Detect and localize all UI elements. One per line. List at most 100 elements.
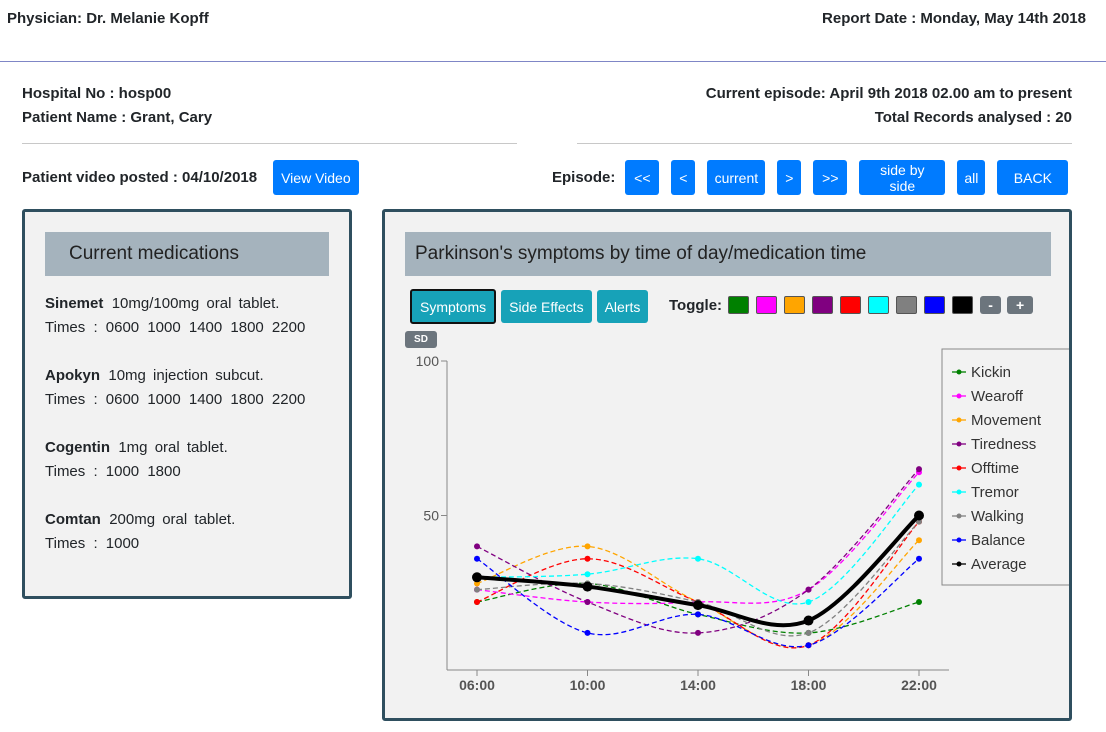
point-tiredness	[695, 629, 701, 636]
point-walking	[474, 586, 480, 593]
medications-panel: Current medications Sinemet 10mg/100mg o…	[22, 209, 352, 599]
total-records: Total Records analysed : 20	[874, 109, 1072, 126]
legend-label: Tremor	[971, 484, 1019, 501]
toggle-swatch-wearoff[interactable]	[756, 296, 778, 314]
medication-item: Cogentin 1mg oral tablet. Times : 1000 1…	[45, 436, 305, 484]
video-posted-label: Patient video posted : 04/10/2018	[22, 169, 258, 186]
toggle-swatch-offtime[interactable]	[840, 296, 862, 314]
medication-desc: 200mg oral tablet.	[109, 511, 236, 528]
series-line-walking	[476, 521, 920, 637]
medication-item: Sinemet 10mg/100mg oral tablet. Times : …	[45, 292, 305, 340]
point-average	[472, 572, 482, 583]
x-tick-label: 10:00	[570, 677, 606, 693]
series-toggle: Toggle: - +	[669, 296, 1039, 314]
point-balance	[474, 555, 480, 562]
x-tick-label: 06:00	[459, 677, 495, 693]
x-tick-label: 18:00	[791, 677, 827, 693]
show-all-button[interactable]: +	[1007, 296, 1034, 314]
point-tremor	[916, 481, 922, 488]
legend-marker	[956, 465, 962, 471]
series-line-tremor	[476, 484, 920, 605]
point-tremor	[584, 571, 591, 578]
toggle-swatch-walking[interactable]	[896, 296, 918, 314]
toggle-swatch-kickin[interactable]	[728, 296, 750, 314]
video-row: Patient video posted : 04/10/2018 View V…	[22, 160, 359, 195]
tab-side-effects[interactable]: Side Effects	[501, 290, 592, 323]
legend-label: Movement	[971, 412, 1042, 429]
symptoms-chart-panel: Parkinson's symptoms by time of day/medi…	[382, 209, 1072, 721]
medication-name: Sinemet	[45, 295, 104, 312]
episode-next-button[interactable]: >	[777, 160, 802, 195]
episode-prev-button[interactable]: <	[671, 160, 696, 195]
toggle-swatch-movement[interactable]	[784, 296, 806, 314]
hospital-number: Hospital No : hosp00	[22, 85, 172, 102]
point-movement	[584, 543, 591, 550]
point-movement	[916, 537, 922, 544]
medication-desc: 1mg oral tablet.	[118, 439, 228, 456]
toggle-swatch-average[interactable]	[952, 296, 974, 314]
episode-current-button[interactable]: current	[707, 160, 766, 195]
point-offtime	[584, 555, 591, 562]
point-tremor	[695, 555, 701, 562]
legend-label: Tiredness	[971, 436, 1036, 453]
legend-marker	[956, 513, 962, 519]
episode-info: Current episode: April 9th 2018 02.00 am…	[706, 82, 1072, 130]
all-episodes-button[interactable]: all	[957, 160, 986, 195]
y-tick-label: 100	[416, 353, 440, 369]
legend-marker	[956, 489, 962, 495]
medication-name: Apokyn	[45, 367, 101, 384]
hide-all-button[interactable]: -	[980, 296, 1002, 314]
point-average	[914, 510, 924, 521]
legend-label: Offtime	[971, 460, 1019, 477]
legend-label: Kickin	[971, 364, 1011, 381]
physician-name: Physician: Dr. Melanie Kopff	[7, 10, 209, 27]
chart-tabs: Symptoms Side Effects Alerts	[410, 289, 653, 324]
legend-box	[941, 348, 1069, 586]
legend-marker	[956, 417, 962, 423]
legend-marker	[956, 561, 962, 567]
report-header: Physician: Dr. Melanie Kopff Report Date…	[0, 0, 1106, 62]
medication-desc: 10mg/100mg oral tablet.	[111, 295, 280, 312]
medication-times: Times : 0600 1000 1400 1800 2200	[45, 391, 306, 408]
legend-label: Walking	[971, 508, 1024, 525]
legend-label: Wearoff	[971, 388, 1024, 405]
episode-label: Episode:	[552, 169, 616, 186]
point-balance	[805, 642, 812, 649]
toggle-swatch-tremor[interactable]	[868, 296, 890, 314]
divider-left	[22, 143, 517, 144]
side-by-side-button[interactable]: side by side	[859, 160, 946, 195]
medication-times: Times : 1000	[45, 535, 140, 552]
patient-name: Patient Name : Grant, Cary	[22, 109, 213, 126]
x-tick-label: 14:00	[680, 677, 716, 693]
back-button[interactable]: BACK	[997, 160, 1069, 195]
tab-symptoms[interactable]: Symptoms	[410, 289, 497, 324]
point-tiredness	[584, 599, 591, 606]
legend-marker	[956, 369, 962, 375]
point-balance	[584, 629, 591, 636]
legend-marker	[956, 537, 962, 543]
point-tiredness	[916, 466, 922, 473]
point-tremor	[805, 599, 812, 606]
point-balance	[695, 611, 701, 618]
sd-toggle-button[interactable]: SD	[405, 331, 437, 348]
toggle-label: Toggle:	[669, 296, 723, 314]
toggle-swatch-balance[interactable]	[924, 296, 946, 314]
medication-name: Comtan	[45, 511, 101, 528]
chart-title: Parkinson's symptoms by time of day/medi…	[405, 232, 1051, 276]
episode-first-button[interactable]: <<	[625, 160, 660, 195]
divider-right	[577, 143, 1072, 144]
toggle-swatch-tiredness[interactable]	[812, 296, 834, 314]
point-average	[582, 581, 593, 592]
medication-times: Times : 0600 1000 1400 1800 2200	[45, 319, 306, 336]
toggle-swatches	[728, 296, 980, 314]
episode-last-button[interactable]: >>	[813, 160, 848, 195]
medication-desc: 10mg injection subcut.	[108, 367, 264, 384]
view-video-button[interactable]: View Video	[273, 160, 359, 195]
point-average	[693, 600, 703, 611]
episode-nav: Episode: << < current > >> side by side …	[552, 160, 1080, 195]
y-tick-label: 50	[423, 508, 439, 524]
legend-marker	[956, 441, 962, 447]
x-tick-label: 22:00	[901, 677, 937, 693]
tab-alerts[interactable]: Alerts	[596, 290, 649, 323]
series-line-offtime	[476, 521, 920, 649]
